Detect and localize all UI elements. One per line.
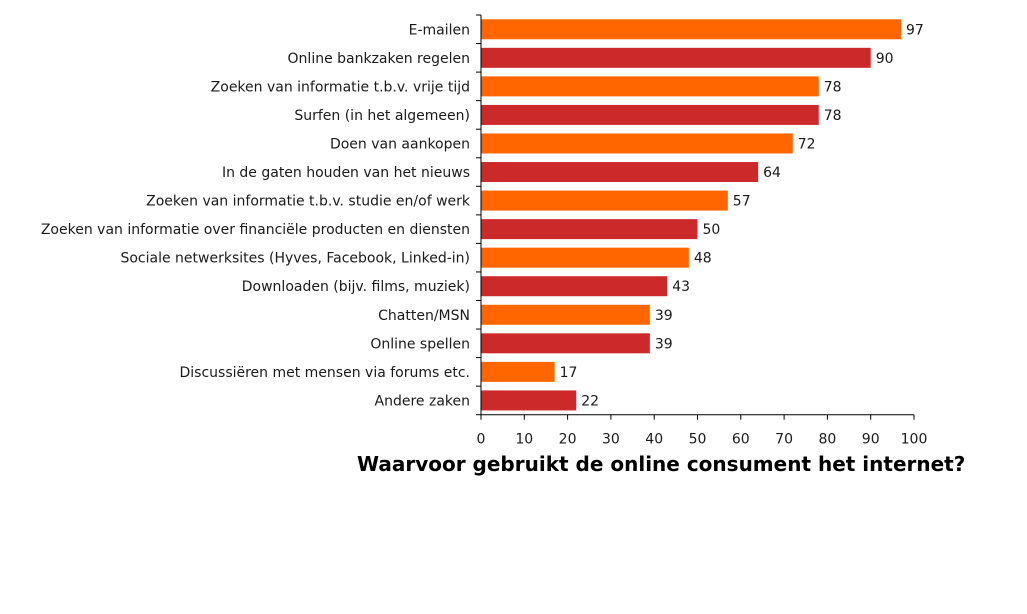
category-label: Sociale netwerksites (Hyves, Facebook, L… xyxy=(120,251,470,267)
bar xyxy=(481,304,650,325)
bar xyxy=(481,219,698,240)
category-label: Zoeken van informatie t.b.v. vrije tijd xyxy=(211,79,470,95)
x-tick-label: 20 xyxy=(559,432,577,448)
x-tick-label: 40 xyxy=(645,432,663,448)
category-label: Online bankzaken regelen xyxy=(288,51,470,67)
data-label: 43 xyxy=(672,279,690,295)
data-label: 48 xyxy=(694,251,712,267)
data-label: 72 xyxy=(798,136,816,152)
category-label: Chatten/MSN xyxy=(378,308,470,324)
data-label: 97 xyxy=(906,22,924,38)
bar xyxy=(481,162,759,183)
data-label: 78 xyxy=(824,79,842,95)
bar xyxy=(481,333,650,354)
category-label: In de gaten houden van het nieuws xyxy=(222,165,470,181)
x-tick-label: 50 xyxy=(689,432,707,448)
category-label: Doen van aankopen xyxy=(330,136,470,152)
category-label: Downloaden (bijv. films, muziek) xyxy=(242,279,470,295)
data-label: 90 xyxy=(876,51,894,67)
x-tick-label: 80 xyxy=(818,432,836,448)
data-label: 57 xyxy=(733,194,751,210)
bar xyxy=(481,361,555,382)
bar xyxy=(481,276,668,297)
x-tick-label: 90 xyxy=(862,432,880,448)
category-label: E-mailen xyxy=(409,22,470,38)
category-label: Andere zaken xyxy=(375,393,470,409)
category-label: Zoeken van informatie t.b.v. studie en/o… xyxy=(146,194,471,210)
bar xyxy=(481,133,793,154)
data-label: 78 xyxy=(824,108,842,124)
bar xyxy=(481,390,577,411)
bar xyxy=(481,104,819,125)
chart-title: Waarvoor gebruikt de online consument he… xyxy=(357,452,966,476)
data-label: 39 xyxy=(655,336,673,352)
data-label: 39 xyxy=(655,308,673,324)
category-label: Discussiëren met mensen via forums etc. xyxy=(179,365,470,381)
x-tick-label: 100 xyxy=(901,432,928,448)
category-label: Online spellen xyxy=(370,336,470,352)
bar xyxy=(481,19,902,40)
x-tick-label: 60 xyxy=(732,432,750,448)
x-tick-label: 30 xyxy=(602,432,620,448)
data-label: 50 xyxy=(703,222,721,238)
data-label: 17 xyxy=(560,365,578,381)
category-label: Surfen (in het algemeen) xyxy=(294,108,470,124)
x-tick-label: 70 xyxy=(775,432,793,448)
bar xyxy=(481,190,728,211)
bar xyxy=(481,47,871,68)
data-label: 64 xyxy=(763,165,781,181)
x-tick-label: 0 xyxy=(477,432,486,448)
x-tick-label: 10 xyxy=(515,432,533,448)
bar xyxy=(481,247,689,268)
bar xyxy=(481,76,819,97)
data-label: 22 xyxy=(581,393,599,409)
category-label: Zoeken van informatie over financiële pr… xyxy=(41,222,470,238)
